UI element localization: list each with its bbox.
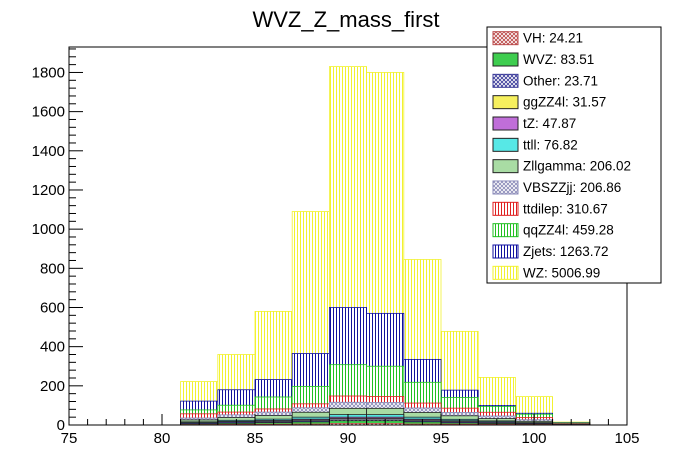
legend-swatch-qqzz4l	[492, 223, 519, 238]
legend-label-vbszzjj: VBSZZjj: 206.86	[523, 180, 621, 195]
legend-swatch-vh	[492, 31, 519, 46]
x-tick-label: 90	[340, 430, 357, 447]
x-tick-label: 75	[61, 430, 78, 447]
y-tick-label: 1800	[32, 64, 65, 81]
y-tick-label: 200	[40, 378, 65, 395]
legend-label-other: Other: 23.71	[523, 73, 598, 88]
axes: 75 80 85 90 95 100 105 0 200 400 600 800 1000 1200 140…	[32, 48, 640, 447]
y-tick-label: 1200	[32, 182, 65, 199]
legend-label-qqzz4l: qqZZ4l: 459.28	[523, 223, 614, 238]
legend-swatch-vbszzjj	[492, 180, 519, 195]
y-tick-label: 600	[40, 299, 65, 316]
legend-swatch-other	[492, 73, 519, 88]
chart-title: WVZ_Z_mass_first	[252, 7, 439, 32]
legend-label-ttdilep: ttdilep: 310.67	[523, 201, 608, 216]
legend-swatch-wz	[492, 265, 519, 280]
legend-label-tz: tZ: 47.87	[523, 116, 576, 131]
y-tick-label: 1600	[32, 104, 65, 121]
y-tick-label: 400	[40, 339, 65, 356]
legend-swatch-tz	[492, 116, 519, 131]
y-tick-label: 1000	[32, 221, 65, 238]
legend-swatch-ggzz4l	[492, 95, 519, 110]
legend-swatch-zllgamma	[492, 159, 519, 174]
y-tick-label: 800	[40, 260, 65, 277]
legend-swatch-zjets	[492, 244, 519, 259]
y-tick-label: 0	[57, 417, 65, 434]
x-tick-label: 100	[521, 430, 546, 447]
legend-label-vh: VH: 24.21	[523, 31, 583, 46]
legend-swatch-wvz	[492, 52, 519, 67]
legend-box	[486, 26, 662, 284]
legend-label-zjets: Zjets: 1263.72	[523, 244, 609, 259]
x-tick-label: 95	[433, 430, 450, 447]
y-tick-label: 1400	[32, 143, 65, 160]
x-tick-label: 85	[247, 430, 264, 447]
legend-label-ttll: ttll: 76.82	[523, 137, 578, 152]
legend-swatch-ttll	[492, 137, 519, 152]
legend: VH: 24.21 WVZ: 83.51 Other: 23.71 ggZZ4l: 3…	[486, 26, 662, 284]
legend-label-wz: WZ: 5006.99	[523, 265, 600, 280]
x-tick-label: 105	[614, 430, 639, 447]
legend-label-zllgamma: Zllgamma: 206.02	[523, 159, 631, 174]
legend-label-wvz: WVZ: 83.51	[523, 52, 594, 67]
legend-label-ggzz4l: ggZZ4l: 31.57	[523, 95, 606, 110]
x-tick-label: 80	[154, 430, 171, 447]
legend-swatch-ttdilep	[492, 201, 519, 216]
